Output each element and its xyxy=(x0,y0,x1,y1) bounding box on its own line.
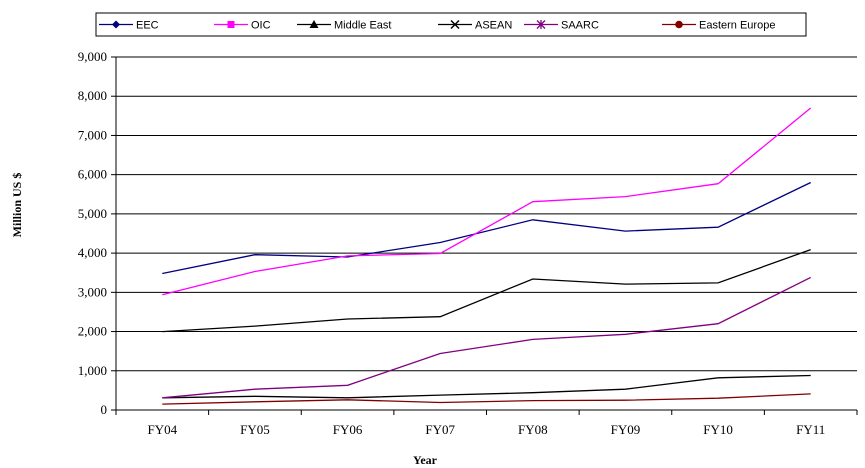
legend-label: OIC xyxy=(251,20,271,32)
series-line-asean xyxy=(162,374,811,399)
series-line-eastern-europe xyxy=(162,393,811,405)
legend: EEC OIC Middle East ASEAN SAARC Eastern Europ… xyxy=(95,12,807,37)
y-tick-label: 9,000 xyxy=(78,49,107,64)
series-line-middle-east xyxy=(162,248,811,333)
x-tick-label: FY04 xyxy=(148,422,178,437)
series-line-oic xyxy=(162,107,812,296)
legend-marker-triangle xyxy=(309,20,319,28)
legend-marker-circle xyxy=(675,20,683,29)
series-lines xyxy=(162,107,812,405)
legend-marker-star xyxy=(536,20,546,29)
legend-marker-x xyxy=(450,19,460,30)
x-axis-title: Year xyxy=(413,453,438,467)
x-tick-label: FY11 xyxy=(796,422,825,437)
gridlines xyxy=(116,56,857,372)
y-tick-label: 0 xyxy=(101,402,108,417)
y-tick-label: 8,000 xyxy=(78,88,107,103)
x-tick-label: FY08 xyxy=(518,422,548,437)
legend-marker-square xyxy=(227,21,235,28)
axes xyxy=(111,56,858,415)
legend-marker-diamond xyxy=(112,20,120,29)
x-tick-labels: FY04 FY05 FY06 FY07 FY08 FY09 FY10 FY11 xyxy=(148,422,826,437)
legend-label: SAARC xyxy=(561,20,599,32)
y-tick-label: 2,000 xyxy=(78,324,107,339)
series-line-eec xyxy=(162,181,811,275)
y-tick-label: 1,000 xyxy=(78,363,107,378)
y-tick-labels: 0 1,000 2,000 3,000 4,000 5,000 6,000 7,000 8,00… xyxy=(78,49,107,417)
legend-items: EEC OIC Middle East ASEAN SAARC Eastern Europ… xyxy=(99,20,775,32)
y-tick-label: 7,000 xyxy=(78,127,107,142)
y-tick-label: 4,000 xyxy=(78,245,107,260)
x-tick-label: FY10 xyxy=(703,422,733,437)
y-tick-label: 3,000 xyxy=(78,284,107,299)
legend-label: EEC xyxy=(136,20,159,32)
y-tick-label: 5,000 xyxy=(78,206,107,221)
legend-label: Middle East xyxy=(334,20,391,32)
legend-label: Eastern Europe xyxy=(699,20,775,32)
legend-label: ASEAN xyxy=(475,20,512,32)
y-tick-label: 6,000 xyxy=(78,167,107,182)
y-axis-title: Million US $ xyxy=(10,173,24,238)
x-tick-label: FY06 xyxy=(333,422,363,437)
series-line-saarc xyxy=(162,276,811,399)
x-tick-label: FY05 xyxy=(240,422,270,437)
x-tick-label: FY07 xyxy=(425,422,455,437)
x-tick-label: FY09 xyxy=(611,422,641,437)
